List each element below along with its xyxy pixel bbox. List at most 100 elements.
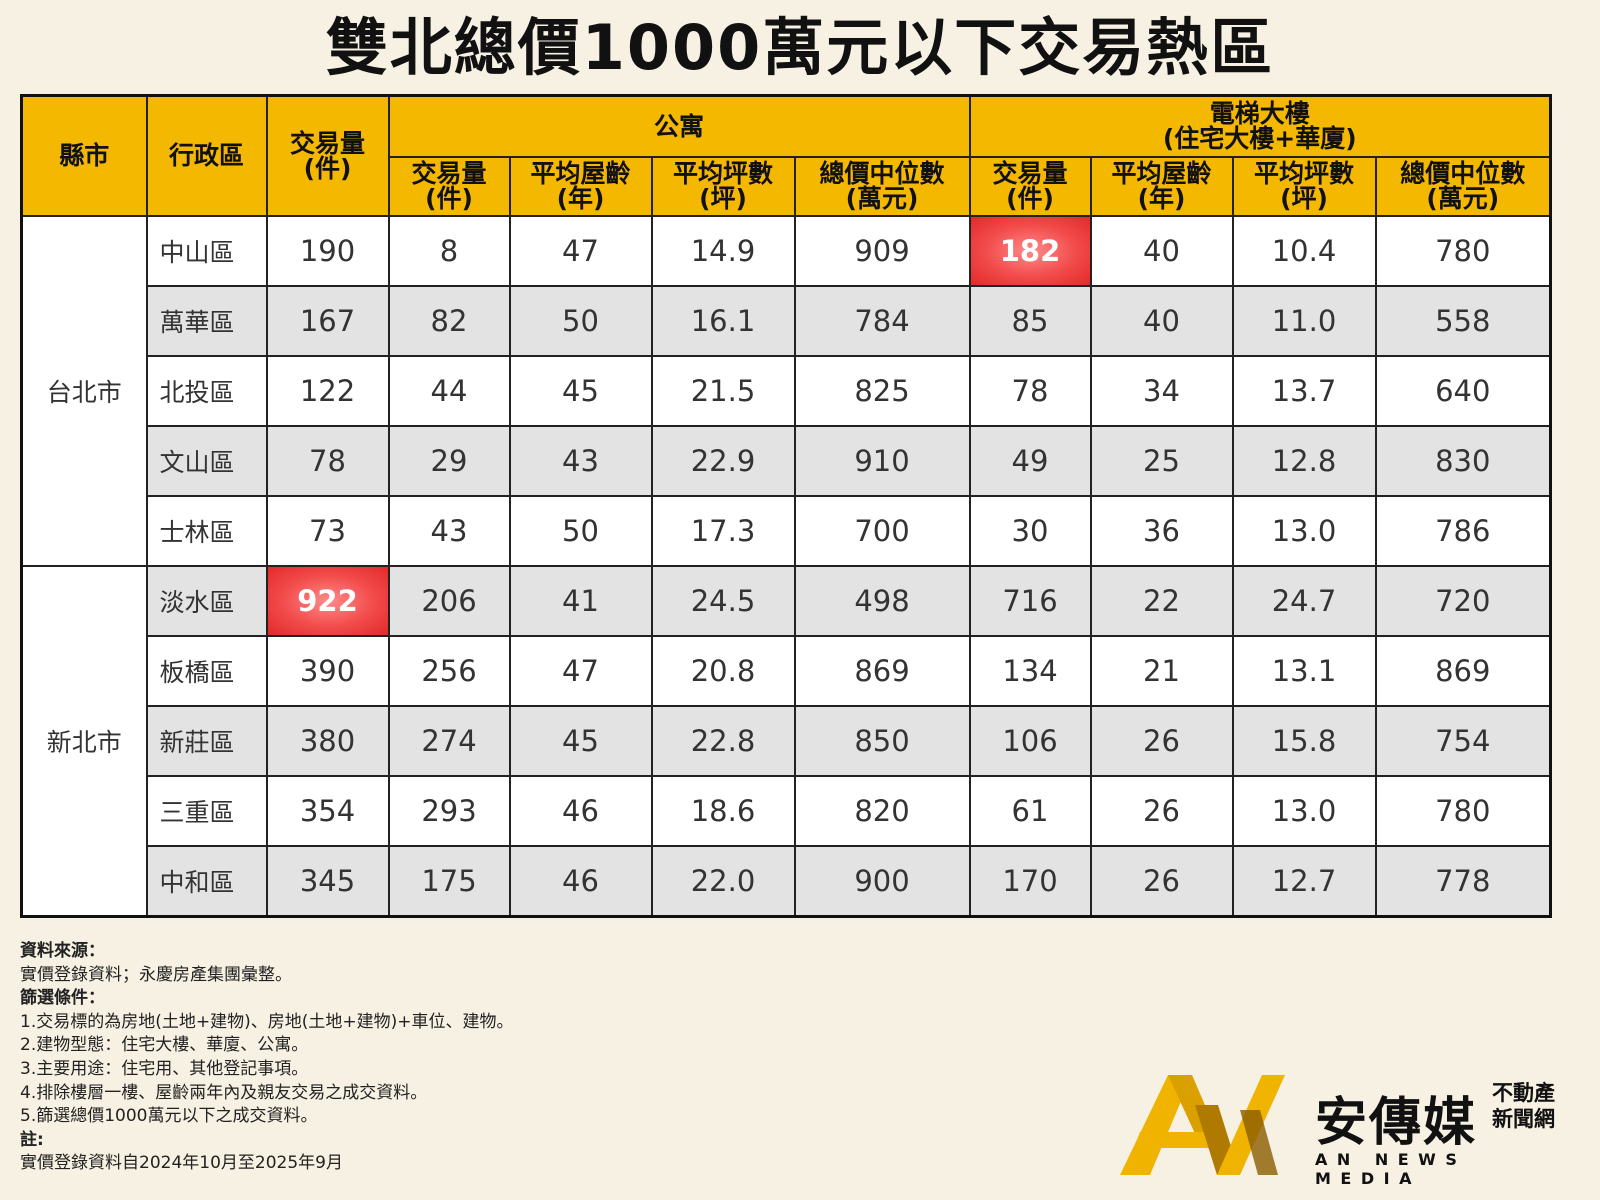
elevator-median-price-cell: 786 [1374, 494, 1552, 567]
header-elevator-avg-area: 平均坪數 (坪) [1231, 155, 1377, 217]
header-district: 行政區 [145, 94, 268, 217]
county-cell: 台北市 [20, 214, 148, 567]
apartment-avg-area-cell: 22.8 [650, 704, 796, 777]
apartment-avg-age-cell: 47 [508, 634, 653, 707]
header-county: 縣市 [20, 94, 148, 217]
apartment-avg-age-cell: 46 [508, 844, 653, 917]
table-row: 士林區 73 43 50 17.3 700 30 36 13.0 786 [22, 494, 1552, 567]
an-logo-icon [1120, 1075, 1285, 1175]
apartment-count-cell: 256 [387, 634, 511, 707]
criteria-item: 5.篩選總價1000萬元以下之成交資料。 [20, 1106, 318, 1127]
apartment-count-cell: 44 [387, 354, 511, 427]
apartment-median-price-cell: 784 [793, 284, 971, 357]
elevator-median-price-cell: 778 [1374, 844, 1552, 917]
apartment-median-price-cell: 900 [793, 844, 971, 917]
apartment-avg-age-cell: 47 [508, 214, 653, 287]
table-row: 板橋區 390 256 47 20.8 869 134 21 13.1 869 [22, 634, 1552, 707]
logo-english-name: AN NEWS MEDIA [1315, 1150, 1467, 1188]
apartment-avg-age-cell: 46 [508, 774, 653, 847]
district-cell: 淡水區 [145, 564, 268, 637]
table-row: 中和區 345 175 46 22.0 900 170 26 12.7 778 [22, 844, 1552, 917]
total-count-cell: 922 [265, 564, 390, 637]
header-apartment-median-price: 總價中位數 (萬元) [793, 155, 971, 217]
apartment-count-cell: 8 [387, 214, 511, 287]
elevator-count-cell: 170 [968, 844, 1092, 917]
elevator-avg-area-cell: 15.8 [1231, 704, 1377, 777]
elevator-count-cell: 85 [968, 284, 1092, 357]
elevator-avg-age-cell: 26 [1089, 704, 1234, 777]
logo-subtitle-line2: 新聞網 [1492, 1107, 1555, 1131]
elevator-count-cell: 78 [968, 354, 1092, 427]
criteria-item: 1.交易標的為房地(土地+建物)、房地(土地+建物)+車位、建物。 [20, 1011, 514, 1032]
total-count-cell: 345 [265, 844, 390, 917]
district-cell: 北投區 [145, 354, 268, 427]
table-row: 新莊區 380 274 45 22.8 850 106 26 15.8 754 [22, 704, 1552, 777]
apartment-avg-area-cell: 22.0 [650, 844, 796, 917]
apartment-median-price-cell: 498 [793, 564, 971, 637]
elevator-avg-area-cell: 12.8 [1231, 424, 1377, 497]
apartment-avg-age-cell: 45 [508, 354, 653, 427]
elevator-avg-area-cell: 13.7 [1231, 354, 1377, 427]
elevator-avg-age-cell: 26 [1089, 844, 1234, 917]
apartment-avg-age-cell: 50 [508, 494, 653, 567]
header-elevator-avg-age: 平均屋齡 (年) [1089, 155, 1234, 217]
apartment-count-cell: 82 [387, 284, 511, 357]
elevator-median-price-cell: 558 [1374, 284, 1552, 357]
header-apartment-group: 公寓 [387, 94, 971, 158]
table-row: 萬華區 167 82 50 16.1 784 85 40 11.0 558 [22, 284, 1552, 357]
elevator-count-cell: 106 [968, 704, 1092, 777]
apartment-avg-age-cell: 50 [508, 284, 653, 357]
total-count-cell: 390 [265, 634, 390, 707]
elevator-count-cell: 134 [968, 634, 1092, 707]
apartment-median-price-cell: 825 [793, 354, 971, 427]
elevator-median-price-cell: 754 [1374, 704, 1552, 777]
elevator-avg-age-cell: 25 [1089, 424, 1234, 497]
elevator-avg-age-cell: 21 [1089, 634, 1234, 707]
apartment-median-price-cell: 850 [793, 704, 971, 777]
apartment-median-price-cell: 820 [793, 774, 971, 847]
total-count-cell: 167 [265, 284, 390, 357]
county-cell: 新北市 [20, 564, 148, 917]
district-cell: 中山區 [145, 214, 268, 287]
elevator-count-cell: 30 [968, 494, 1092, 567]
district-cell: 三重區 [145, 774, 268, 847]
elevator-median-price-cell: 869 [1374, 634, 1552, 707]
header-elevator-count: 交易量 (件) [968, 155, 1092, 217]
elevator-avg-area-cell: 13.1 [1231, 634, 1377, 707]
elevator-avg-area-cell: 13.0 [1231, 774, 1377, 847]
header-apartment-avg-age: 平均屋齡 (年) [508, 155, 653, 217]
apartment-count-cell: 29 [387, 424, 511, 497]
total-count-cell: 122 [265, 354, 390, 427]
total-count-cell: 78 [265, 424, 390, 497]
apartment-count-cell: 175 [387, 844, 511, 917]
apartment-avg-age-cell: 45 [508, 704, 653, 777]
elevator-avg-area-cell: 13.0 [1231, 494, 1377, 567]
elevator-count-cell: 49 [968, 424, 1092, 497]
table-body: 台北市 中山區 190 8 47 14.9 909 182 40 10.4 780 萬華區 167 82 5… [20, 214, 1552, 917]
criteria-heading: 篩選條件： [20, 988, 105, 1009]
elevator-median-price-cell: 780 [1374, 214, 1552, 287]
total-count-cell: 380 [265, 704, 390, 777]
district-cell: 中和區 [145, 844, 268, 917]
elevator-count-cell: 716 [968, 564, 1092, 637]
apartment-avg-area-cell: 18.6 [650, 774, 796, 847]
logo-subtitle-line1: 不動產 [1492, 1081, 1555, 1105]
logo-chinese-name: 安傳媒 [1315, 1093, 1478, 1153]
elevator-avg-area-cell: 11.0 [1231, 284, 1377, 357]
transaction-table: 縣市 行政區 交易量 (件) 公寓 電梯大樓 (住宅大樓+華廈) 交易量 (件) 平均屋… [20, 94, 1552, 918]
criteria-item: 3.主要用途：住宅用、其他登記事項。 [20, 1058, 309, 1079]
apartment-avg-age-cell: 43 [508, 424, 653, 497]
apartment-avg-area-cell: 16.1 [650, 284, 796, 357]
page-title: 雙北總價1000萬元以下交易熱區 [325, 11, 1275, 84]
elevator-avg-age-cell: 22 [1089, 564, 1234, 637]
criteria-item: 2.建物型態：住宅大樓、華廈、公寓。 [20, 1035, 309, 1056]
table-row: 文山區 78 29 43 22.9 910 49 25 12.8 830 [22, 424, 1552, 497]
apartment-count-cell: 274 [387, 704, 511, 777]
elevator-avg-age-cell: 34 [1089, 354, 1234, 427]
apartment-avg-age-cell: 41 [508, 564, 653, 637]
apartment-count-cell: 206 [387, 564, 511, 637]
header-apartment-avg-area: 平均坪數 (坪) [650, 155, 796, 217]
remark-heading: 註: [20, 1129, 44, 1150]
apartment-avg-area-cell: 20.8 [650, 634, 796, 707]
notes: 資料來源： 實價登錄資料；永慶房產集團彙整。 篩選條件： 1.交易標的為房地(土… [20, 940, 1120, 1176]
